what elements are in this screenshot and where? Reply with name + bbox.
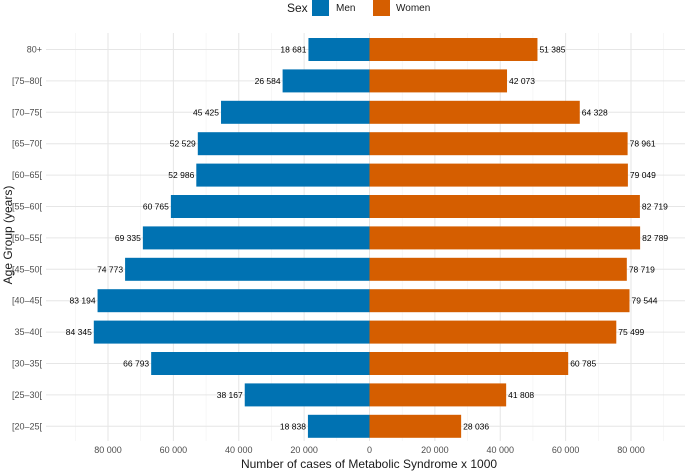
legend-key-women <box>373 0 390 16</box>
y-tick-label: [50–55[ <box>12 233 43 243</box>
bar-label-women: 82 789 <box>642 233 668 243</box>
bars <box>93 38 641 438</box>
bar-men <box>244 383 370 407</box>
x-axis-title: Number of cases of Metabolic Syndrome x … <box>241 457 497 471</box>
bar-men <box>196 163 370 187</box>
x-tick-label: 20 000 <box>290 445 318 455</box>
legend-label-men: Men <box>336 3 355 14</box>
x-axis-ticks: 80 000 60 000 40 000 20 000 0 20 000 40 000 60 … <box>94 445 645 455</box>
bar-women <box>369 383 507 407</box>
bar-women <box>369 195 640 218</box>
legend: Sex Men Women <box>287 0 430 16</box>
legend-title: Sex <box>287 1 308 15</box>
bar-label-men: 18 681 <box>280 45 306 55</box>
bar-label-men: 84 345 <box>66 327 92 337</box>
bar-label-women: 60 785 <box>570 359 596 369</box>
bar-women <box>369 163 628 187</box>
y-tick-label: [75–80[ <box>12 76 43 86</box>
bar-label-men: 69 335 <box>115 233 141 243</box>
bar-men <box>170 195 370 218</box>
bar-label-women: 64 328 <box>582 107 608 117</box>
legend-label-women: Women <box>396 3 430 14</box>
bar-women <box>369 38 538 61</box>
bar-label-men: 18 838 <box>280 421 306 431</box>
bar-men <box>308 38 370 61</box>
bar-men <box>151 352 370 375</box>
bar-men <box>142 226 370 250</box>
x-tick-label: 60 000 <box>552 445 580 455</box>
bar-men <box>97 289 370 313</box>
legend-key-men <box>312 0 329 16</box>
x-tick-label: 20 000 <box>421 445 449 455</box>
bar-label-men: 26 584 <box>255 76 281 86</box>
bar-label-women: 75 499 <box>618 327 644 337</box>
bar-label-men: 45 425 <box>193 107 219 117</box>
y-tick-label: [40–45[ <box>12 296 43 306</box>
bar-women <box>369 289 630 313</box>
x-tick-label: 60 000 <box>160 445 188 455</box>
bar-men <box>307 414 370 438</box>
y-tick-label: 80+ <box>27 45 42 55</box>
bar-label-women: 82 719 <box>642 202 668 212</box>
bar-men <box>197 132 370 156</box>
x-tick-label: 40 000 <box>486 445 514 455</box>
bar-label-men: 52 986 <box>168 170 194 180</box>
bar-label-men: 83 194 <box>70 296 96 306</box>
bar-label-men: 74 773 <box>97 264 123 274</box>
y-axis-title: Age Group (years) <box>1 186 15 285</box>
bar-women <box>369 100 580 124</box>
y-tick-label: [20–25[ <box>12 421 43 431</box>
bar-women <box>369 414 462 438</box>
bar-women <box>369 132 628 156</box>
y-tick-label: [25–30[ <box>12 390 43 400</box>
bar-women <box>369 69 508 93</box>
y-tick-label: [55–60[ <box>12 202 43 212</box>
y-axis-ticks: [20–25[ [25–30[ [30–35[ 35–40[ [40–45[ [45–50… <box>12 45 43 432</box>
bar-label-women: 78 961 <box>630 139 656 149</box>
bar-label-men: 38 167 <box>217 390 243 400</box>
bar-label-women: 42 073 <box>509 76 535 86</box>
bar-label-men: 52 529 <box>170 139 196 149</box>
bar-men <box>125 257 370 281</box>
bar-women <box>369 226 641 250</box>
y-tick-label: [30–35[ <box>12 359 43 369</box>
bar-label-women: 51 385 <box>539 45 565 55</box>
bar-labels: 18 838 28 036 38 167 41 808 66 793 60 785 84 3… <box>66 45 669 432</box>
x-tick-label: 0 <box>367 445 372 455</box>
bar-women <box>369 352 569 375</box>
bar-label-women: 79 544 <box>632 296 658 306</box>
bar-women <box>369 320 617 344</box>
bar-label-women: 28 036 <box>463 421 489 431</box>
x-tick-label: 80 000 <box>617 445 645 455</box>
y-tick-label: [65–70[ <box>12 139 43 149</box>
x-tick-label: 80 000 <box>94 445 122 455</box>
bar-men <box>93 320 370 344</box>
y-tick-label: [70–75[ <box>12 107 43 117</box>
y-tick-label: [60–65[ <box>12 170 43 180</box>
bar-men <box>221 100 370 124</box>
bar-men <box>282 69 370 93</box>
bar-label-women: 78 719 <box>629 264 655 274</box>
y-tick-label: 35–40[ <box>14 327 42 337</box>
bar-label-men: 66 793 <box>123 359 149 369</box>
y-tick-label: [45–50[ <box>12 264 43 274</box>
bar-label-men: 60 765 <box>143 202 169 212</box>
x-tick-label: 40 000 <box>225 445 253 455</box>
bar-label-women: 79 049 <box>630 170 656 180</box>
bar-women <box>369 257 627 281</box>
bar-label-women: 41 808 <box>508 390 534 400</box>
